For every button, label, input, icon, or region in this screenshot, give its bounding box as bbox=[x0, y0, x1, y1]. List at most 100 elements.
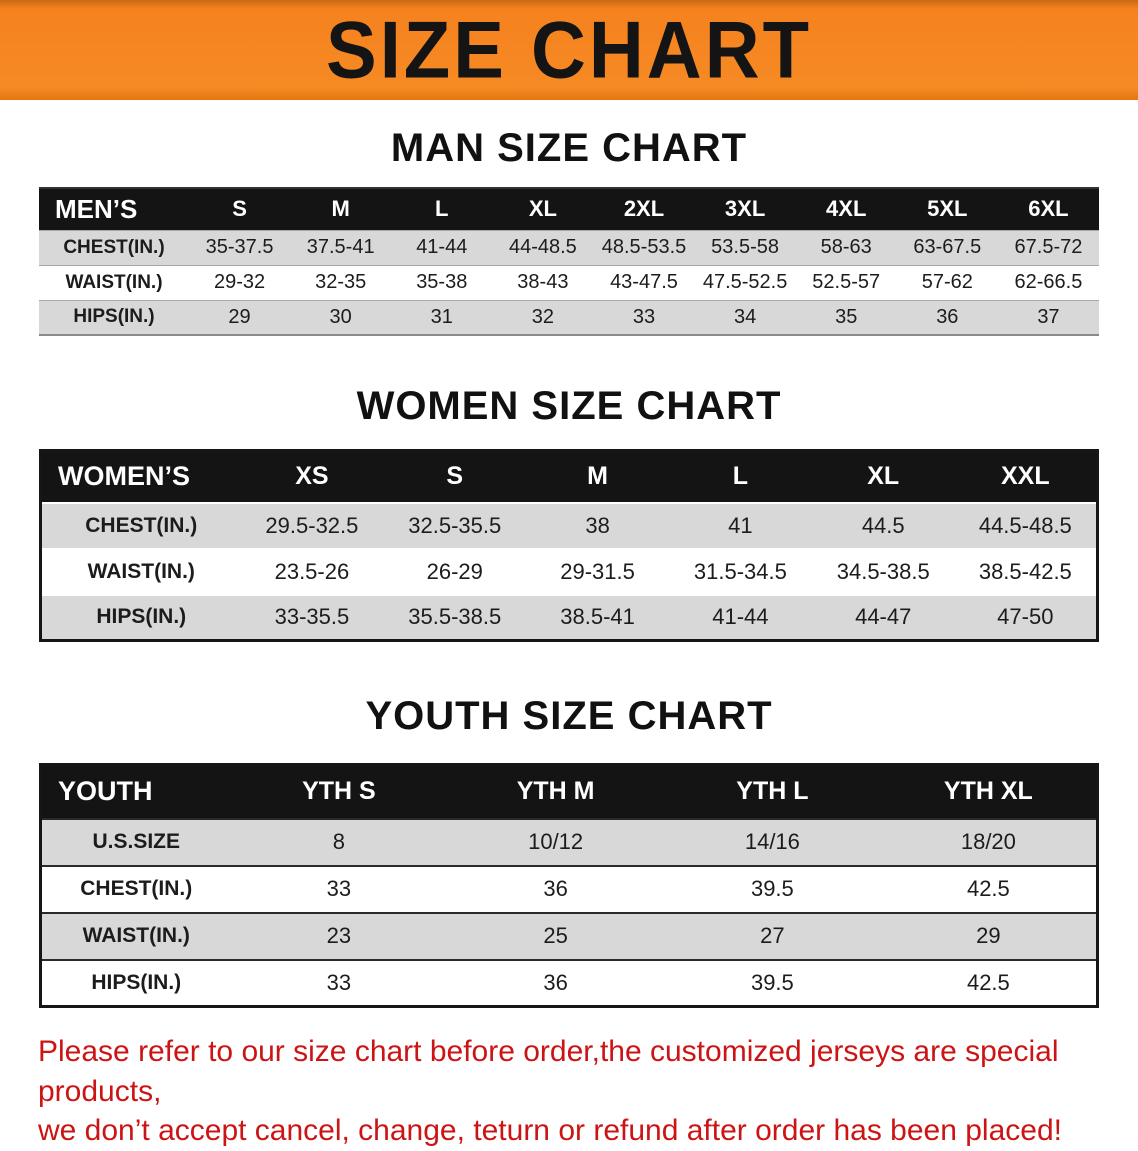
size-value-cell: 53.5-58 bbox=[711, 236, 780, 258]
size-column-header: XXL bbox=[1001, 462, 1050, 491]
size-value-cell: 39.5 bbox=[750, 969, 794, 995]
size-value-cell: 38.5-41 bbox=[560, 604, 635, 630]
size-column-header: 2XL bbox=[623, 196, 665, 222]
measurement-row: CHEST(IN.) 33 36 39.5 42.5 bbox=[40, 865, 1098, 913]
size-value-cell: 35 bbox=[835, 305, 858, 328]
disclaimer-line-2: we don’t accept cancel, change, teturn o… bbox=[38, 1114, 1062, 1148]
women-size-table: WOMEN’S XS S M L XL XXL CHEST(IN.) 29.5-32.5 32.5… bbox=[39, 449, 1099, 642]
size-value-cell: 39.5 bbox=[750, 876, 794, 901]
table-header-row: MEN’S S M L XL 2XL 3XL 4XL 5XL 6XL bbox=[39, 188, 1099, 230]
table-header-row: WOMEN’S XS S M L XL XXL bbox=[40, 450, 1098, 503]
size-value-cell: 44-48.5 bbox=[508, 236, 577, 258]
size-value-cell: 29.5-32.5 bbox=[265, 512, 359, 538]
size-value-cell: 29 bbox=[976, 923, 1001, 948]
youth-size-chart-heading: YOUTH SIZE CHART bbox=[365, 694, 773, 738]
size-value-cell: 25 bbox=[543, 923, 568, 948]
size-value-cell: 8 bbox=[332, 829, 345, 854]
size-value-cell: 47.5-52.5 bbox=[702, 271, 788, 293]
size-value-cell: 33 bbox=[632, 305, 656, 328]
size-value-cell: 32 bbox=[531, 305, 554, 328]
disclaimer: Please refer to our size chart before or… bbox=[38, 1032, 1100, 1151]
size-value-cell: 52.5-57 bbox=[812, 271, 881, 293]
size-value-cell: 37 bbox=[1037, 305, 1060, 328]
banner: SIZE CHART bbox=[0, 0, 1138, 100]
measurement-row: CHEST(IN.) 29.5-32.5 32.5-35.5 38 41 44.5 44.5… bbox=[40, 502, 1098, 549]
size-value-cell: 34 bbox=[733, 305, 757, 328]
row-label-cell: CHEST(IN.) bbox=[85, 513, 198, 537]
size-value-cell: 43-47.5 bbox=[610, 271, 678, 293]
measurement-row: WAIST(IN.) 29-32 32-35 35-38 38-43 43-47.5 47.… bbox=[39, 265, 1099, 300]
row-label-cell: HIPS(IN.) bbox=[96, 605, 187, 629]
size-value-cell: 33-35.5 bbox=[274, 604, 350, 630]
measurement-row: WAIST(IN.) 23.5-26 26-29 29-31.5 31.5-34.5 34… bbox=[40, 548, 1098, 595]
size-value-cell: 63-67.5 bbox=[913, 236, 982, 258]
size-value-cell: 23.5-26 bbox=[274, 558, 350, 584]
size-value-cell: 32-35 bbox=[315, 271, 367, 293]
disclaimer-line-1: Please refer to our size chart before or… bbox=[38, 1035, 1059, 1108]
size-value-cell: 42.5 bbox=[966, 969, 1010, 995]
measurement-row: HIPS(IN.) 29 30 31 32 33 34 35 36 37 bbox=[39, 300, 1099, 335]
size-value-cell: 57-62 bbox=[921, 271, 973, 293]
size-value-cell: 35-38 bbox=[416, 271, 468, 293]
table-title-cell: MEN’S bbox=[55, 193, 138, 224]
table-title-cell: WOMEN’S bbox=[58, 461, 190, 492]
size-value-cell: 44-47 bbox=[855, 604, 912, 630]
size-value-cell: 26-29 bbox=[426, 558, 483, 584]
row-label-cell: HIPS(IN.) bbox=[73, 306, 155, 328]
size-value-cell: 33 bbox=[326, 969, 352, 995]
size-value-cell: 38 bbox=[585, 512, 610, 538]
size-value-cell: 42.5 bbox=[966, 876, 1010, 901]
size-value-cell: 67.5-72 bbox=[1014, 236, 1083, 258]
row-label-cell: WAIST(IN.) bbox=[87, 559, 195, 583]
size-value-cell: 38-43 bbox=[517, 271, 569, 293]
size-value-cell: 10/12 bbox=[528, 829, 584, 854]
size-value-cell: 35.5-38.5 bbox=[408, 604, 502, 630]
size-value-cell: 48.5-53.5 bbox=[601, 236, 687, 258]
size-value-cell: 34.5-38.5 bbox=[836, 558, 930, 584]
measurement-row: HIPS(IN.) 33 36 39.5 42.5 bbox=[40, 959, 1098, 1007]
size-column-header: L bbox=[732, 462, 749, 491]
women-size-chart-heading: WOMEN SIZE CHART bbox=[356, 384, 782, 428]
size-column-header: S bbox=[446, 462, 464, 491]
row-label-cell: CHEST(IN.) bbox=[80, 877, 193, 900]
size-value-cell: 27 bbox=[760, 923, 785, 948]
man-size-chart-heading: MAN SIZE CHART bbox=[390, 126, 748, 170]
size-value-cell: 31 bbox=[430, 305, 453, 328]
size-column-header: M bbox=[587, 462, 608, 491]
measurement-row: CHEST(IN.) 35-37.5 37.5-41 41-44 44-48.5 48.5… bbox=[39, 230, 1099, 265]
size-column-header: L bbox=[435, 196, 449, 222]
size-value-cell: 30 bbox=[329, 305, 352, 328]
size-value-cell: 14/16 bbox=[744, 829, 800, 854]
size-value-cell: 41-44 bbox=[712, 604, 769, 630]
size-value-cell: 29-32 bbox=[213, 271, 266, 293]
size-column-header: S bbox=[232, 196, 247, 222]
size-column-header: XL bbox=[867, 462, 900, 491]
size-value-cell: 58-63 bbox=[820, 236, 872, 258]
size-column-header: 4XL bbox=[826, 196, 867, 222]
measurement-row: U.S.SIZE 8 10/12 14/16 18/20 bbox=[40, 818, 1098, 866]
size-column-header: YTH L bbox=[736, 777, 809, 806]
size-value-cell: 35-37.5 bbox=[205, 236, 274, 258]
women-size-chart-section: WOMEN SIZE CHART WOMEN’S XS S M L XL XXL CHEST(… bbox=[0, 384, 1138, 642]
measurement-row: HIPS(IN.) 33-35.5 35.5-38.5 38.5-41 41-44 44-… bbox=[40, 594, 1098, 641]
men-size-table: MEN’S S M L XL 2XL 3XL 4XL 5XL 6XL CHEST(IN.) 35-37… bbox=[39, 187, 1099, 336]
size-value-cell: 62-66.5 bbox=[1014, 271, 1083, 293]
size-column-header: 3XL bbox=[724, 196, 766, 222]
size-column-header: YTH S bbox=[302, 777, 376, 806]
size-value-cell: 41 bbox=[728, 512, 753, 538]
size-value-cell: 23 bbox=[326, 923, 352, 948]
size-value-cell: 47-50 bbox=[997, 604, 1054, 630]
size-value-cell: 41-44 bbox=[416, 236, 468, 258]
banner-title: SIZE CHART bbox=[326, 4, 812, 96]
size-value-cell: 36 bbox=[936, 305, 959, 328]
row-label-cell: U.S.SIZE bbox=[92, 830, 181, 853]
table-header-row: YOUTH YTH S YTH M YTH L YTH XL bbox=[40, 764, 1098, 819]
size-value-cell: 18/20 bbox=[960, 829, 1016, 854]
size-column-header: 6XL bbox=[1028, 196, 1069, 222]
size-value-cell: 29 bbox=[228, 305, 251, 328]
size-value-cell: 38.5-42.5 bbox=[978, 558, 1072, 584]
youth-size-chart-section: YOUTH SIZE CHART YOUTH YTH S YTH M YTH L YTH… bbox=[0, 694, 1138, 1008]
row-label-cell: CHEST(IN.) bbox=[63, 236, 165, 258]
man-size-chart-section: MAN SIZE CHART MEN’S S M L XL 2XL 3XL 4XL 5XL 6XL… bbox=[0, 126, 1138, 336]
size-column-header: M bbox=[331, 196, 350, 222]
